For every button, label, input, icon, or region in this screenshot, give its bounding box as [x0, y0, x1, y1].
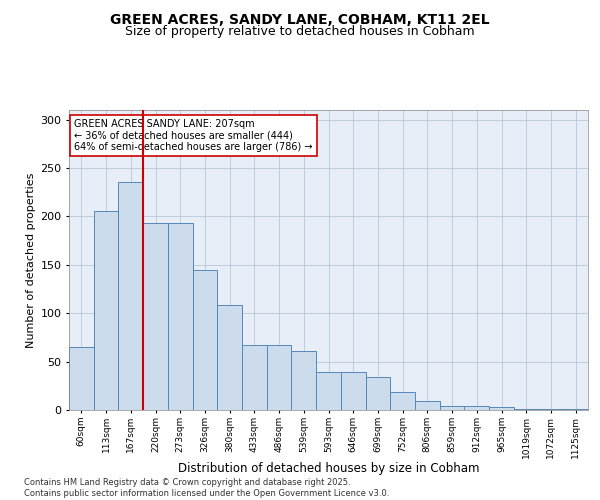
Bar: [464, 406, 489, 410]
Bar: [365, 377, 390, 410]
Bar: [390, 392, 415, 410]
Bar: [341, 372, 365, 410]
Bar: [267, 345, 292, 410]
Bar: [118, 182, 143, 410]
Bar: [563, 409, 588, 410]
Text: GREEN ACRES, SANDY LANE, COBHAM, KT11 2EL: GREEN ACRES, SANDY LANE, COBHAM, KT11 2E…: [110, 12, 490, 26]
Bar: [489, 407, 514, 410]
Bar: [539, 409, 563, 410]
Bar: [168, 223, 193, 410]
Bar: [242, 345, 267, 410]
Text: GREEN ACRES SANDY LANE: 207sqm
← 36% of detached houses are smaller (444)
64% of: GREEN ACRES SANDY LANE: 207sqm ← 36% of …: [74, 119, 313, 152]
Bar: [440, 406, 464, 410]
Text: Size of property relative to detached houses in Cobham: Size of property relative to detached ho…: [125, 25, 475, 38]
Bar: [292, 351, 316, 410]
Bar: [94, 210, 118, 410]
X-axis label: Distribution of detached houses by size in Cobham: Distribution of detached houses by size …: [178, 462, 479, 475]
Bar: [69, 347, 94, 410]
Bar: [316, 372, 341, 410]
Y-axis label: Number of detached properties: Number of detached properties: [26, 172, 36, 348]
Bar: [514, 409, 539, 410]
Bar: [415, 402, 440, 410]
Text: Contains HM Land Registry data © Crown copyright and database right 2025.
Contai: Contains HM Land Registry data © Crown c…: [24, 478, 389, 498]
Bar: [193, 270, 217, 410]
Bar: [143, 223, 168, 410]
Bar: [217, 304, 242, 410]
